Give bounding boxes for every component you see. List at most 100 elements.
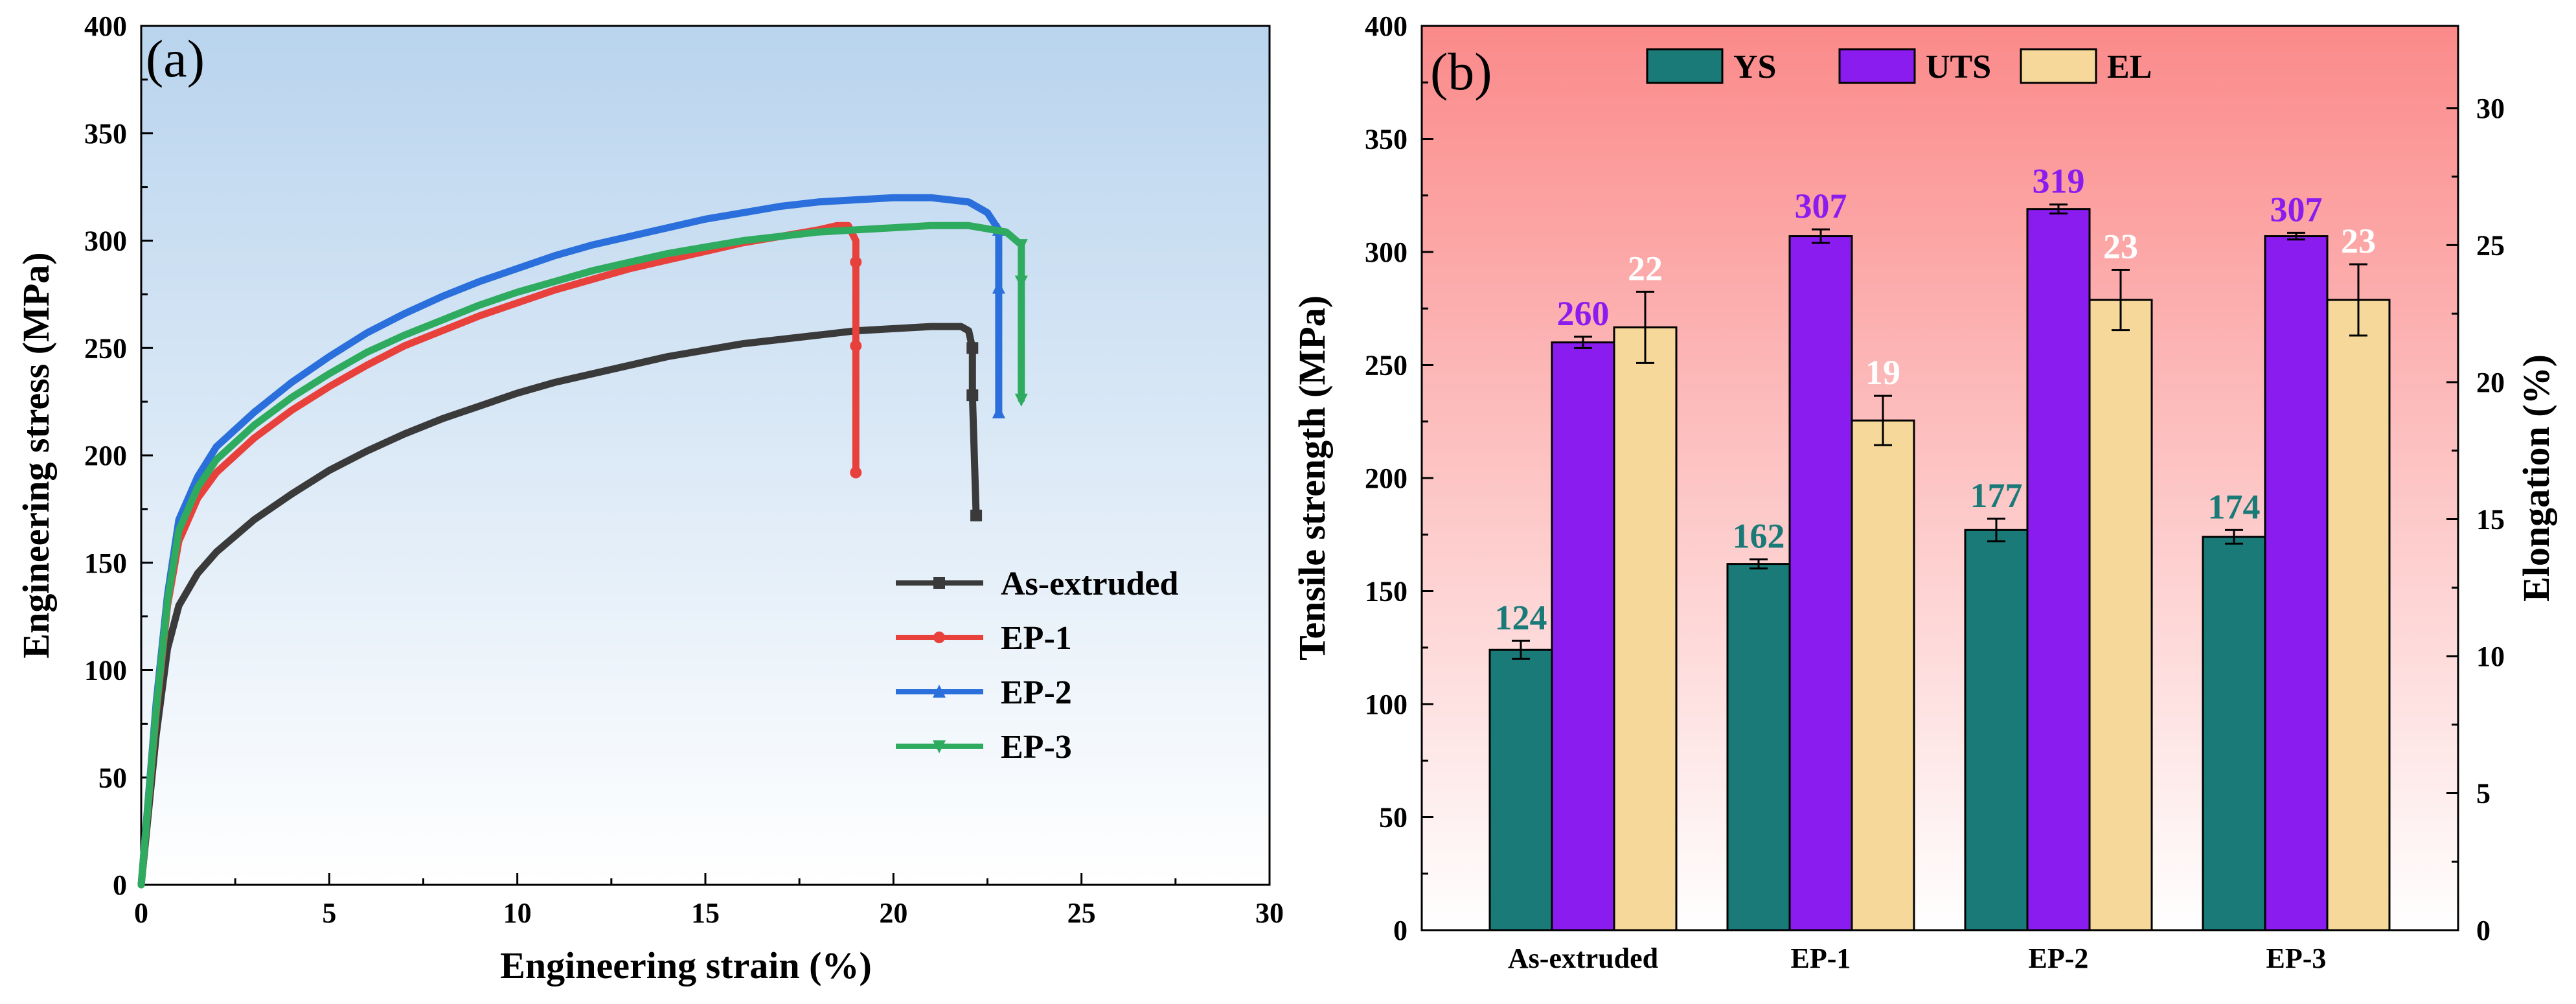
bar-ys — [1726, 563, 1791, 931]
y-tick-label-b: 250 — [1365, 350, 1408, 382]
panel-a-xlabel: Engineering strain (%) — [500, 944, 872, 987]
y2-tick-label-b: 5 — [2476, 777, 2491, 809]
series-marker-ep-1 — [850, 339, 862, 352]
bar-el — [1851, 419, 1915, 931]
data-label-el: 23 — [2103, 227, 2138, 266]
x-tick-label-a: 30 — [1255, 897, 1284, 929]
data-label-uts: 307 — [2270, 190, 2323, 229]
panel-b-legend: YS UTS EL — [1646, 48, 2152, 86]
series-line-ep-1 — [137, 222, 860, 889]
bar-ys — [1488, 648, 1553, 931]
y-tick-label-a: 250 — [84, 332, 127, 364]
y-tick-label-a: 100 — [84, 655, 127, 687]
y-tick-label-b: 50 — [1379, 802, 1408, 834]
y-tick-label-a: 150 — [84, 547, 127, 579]
bar-ys — [1964, 529, 2029, 931]
x-category-label-b: As-extruded — [1508, 942, 1658, 974]
legend-label-ep-1: EP-1 — [1001, 620, 1072, 657]
panel-b-label: (b) — [1430, 42, 1492, 101]
panel-b-bars: 124 260 22 As-extruded 162 307 19 EP-1 177 319 23 E… — [1488, 162, 2391, 974]
legend-marker-ep-1 — [933, 632, 945, 643]
x-tick-label-a: 5 — [322, 897, 336, 929]
data-label-ys: 124 — [1495, 598, 1547, 637]
panel-b-ylabel: Tensile strength (MPa) — [1291, 295, 1333, 661]
legend-swatch-uts — [1838, 48, 1916, 84]
panel-a-series — [137, 194, 1028, 889]
legend-marker-as-extruded — [933, 577, 945, 589]
y-tick-label-b: 300 — [1365, 236, 1408, 268]
x-category-label-b: EP-2 — [2029, 942, 2089, 974]
series-marker-as-extruded — [966, 342, 979, 354]
series-marker-ep-1 — [850, 256, 862, 268]
bar-el — [2326, 299, 2391, 931]
y-tick-label-a: 400 — [84, 10, 127, 42]
legend-label-ys: YS — [1733, 49, 1776, 86]
panel-b-ticks: 0 50 100 150 200 250 300 350 400 0 5 10 15 20 25 30 — [1365, 10, 2505, 946]
panel-a-legend: As-extruded EP-1 EP-2 EP-3 — [896, 565, 1179, 766]
panel-a-ylabel: Engineering stress (MPa) — [15, 252, 57, 658]
y-tick-label-a: 50 — [98, 762, 127, 793]
legend-label-el: EL — [2107, 49, 2152, 86]
x-category-label-b: EP-3 — [2266, 942, 2327, 974]
data-label-uts: 260 — [1557, 294, 1610, 333]
legend-label-ep-3: EP-3 — [1001, 729, 1072, 766]
data-label-ys: 177 — [1970, 476, 2023, 515]
bar-uts — [2026, 208, 2091, 931]
y2-tick-label-b: 30 — [2476, 93, 2505, 124]
y2-tick-label-b: 10 — [2476, 641, 2505, 672]
legend-marker-ep-2 — [933, 685, 946, 698]
y-tick-label-b: 400 — [1365, 10, 1408, 42]
series-marker-ep-3 — [1014, 239, 1028, 253]
y2-tick-label-b: 15 — [2476, 503, 2505, 535]
panel-a-label: (a) — [146, 29, 205, 88]
x-tick-label-a: 0 — [134, 897, 148, 929]
series-marker-ep-1 — [850, 466, 862, 479]
bar-ys — [2202, 536, 2266, 931]
series-marker-ep-3 — [1014, 393, 1028, 407]
data-label-ys: 174 — [2208, 487, 2261, 526]
data-label-el: 19 — [1865, 353, 1900, 392]
bar-uts — [2264, 235, 2329, 931]
series-line-ep-2 — [137, 194, 1003, 889]
panel-b-y2label: Elongation (%) — [2515, 354, 2557, 602]
legend-label-as-extruded: As-extruded — [1001, 565, 1179, 602]
bar-el — [1613, 326, 1678, 931]
series-marker-ep-2 — [992, 405, 1005, 418]
legend-swatch-ys — [1646, 48, 1724, 84]
legend-label-uts: UTS — [1926, 49, 1991, 86]
y-tick-label-b: 150 — [1365, 576, 1408, 608]
series-marker-as-extruded — [970, 509, 983, 521]
x-tick-label-a: 10 — [503, 897, 532, 929]
bar-el — [2088, 299, 2153, 931]
panel-a-plot-area — [140, 25, 1271, 886]
data-label-el: 23 — [2341, 222, 2376, 260]
series-marker-as-extruded — [966, 389, 979, 402]
y-tick-label-b: 0 — [1393, 915, 1408, 946]
series-line-ep-3 — [137, 222, 1025, 889]
y2-tick-label-b: 25 — [2476, 229, 2505, 261]
x-tick-label-a: 25 — [1067, 897, 1096, 929]
series-marker-ep-3 — [1014, 275, 1028, 289]
data-label-ys: 162 — [1733, 517, 1785, 556]
bar-uts — [1551, 341, 1615, 931]
series-marker-ep-2 — [992, 280, 1005, 294]
x-tick-label-a: 15 — [691, 897, 720, 929]
y-tick-label-b: 350 — [1365, 124, 1408, 155]
y-tick-label-b: 100 — [1365, 689, 1408, 720]
y-tick-label-a: 350 — [84, 118, 127, 150]
panel-b: 0 50 100 150 200 250 300 350 400 0 5 10 15 20 25 30 124… — [1291, 10, 2557, 974]
y2-tick-label-b: 0 — [2476, 915, 2491, 946]
data-label-uts: 307 — [1795, 187, 1847, 225]
x-tick-label-a: 20 — [879, 897, 907, 929]
legend-swatch-el — [2020, 48, 2097, 84]
y-tick-label-a: 300 — [84, 225, 127, 257]
bar-uts — [1788, 235, 1853, 931]
series-line-as-extruded — [137, 323, 980, 889]
y-tick-label-b: 200 — [1365, 462, 1408, 494]
y-tick-label-a: 0 — [113, 869, 127, 901]
legend-marker-ep-3 — [933, 740, 946, 753]
y-tick-label-a: 200 — [84, 440, 127, 472]
